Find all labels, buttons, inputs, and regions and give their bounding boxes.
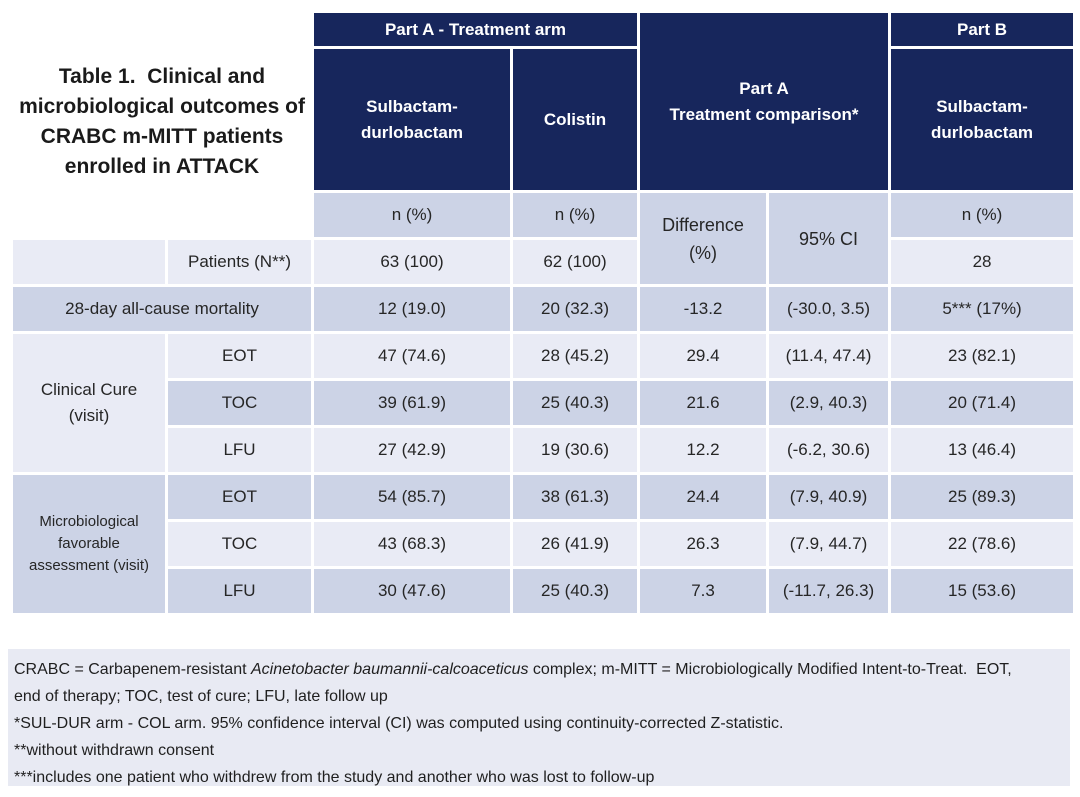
row-clinical-toc: TOC 39 (61.9) 25 (40.3) 21.6 (2.9, 40.3)… (12, 378, 1077, 428)
row-patients: Patients (N**) 63 (100) 62 (100) 28 (10, 237, 1077, 287)
subheader-n-pct-partb: n (%) (888, 190, 1077, 240)
outcomes-table: Table 1. Clinical and microbiological ou… (10, 10, 1077, 616)
cell-clinical-lfu-partb: 13 (46.4) (888, 425, 1077, 475)
cell-micro-toc-partb: 22 (78.6) (888, 519, 1077, 569)
header-row-2: Sulbactam- durlobactam Colistin Sulbacta… (12, 46, 1077, 193)
footnote-ci-method: *SUL-DUR arm - COL arm. 95% confidence i… (14, 715, 784, 732)
subheader-difference: Difference (%) (637, 190, 770, 287)
footnotes: CRABC = Carbapenem-resistant Acinetobact… (8, 649, 1070, 786)
cell-clinical-lfu-diff: 12.2 (637, 425, 770, 475)
cell-micro-toc-suldur: 43 (68.3) (311, 519, 513, 569)
cell-patients-spacer (10, 237, 168, 287)
col-header-colistin: Colistin (509, 46, 641, 193)
cell-micro-toc-visit: TOC (165, 519, 314, 569)
cell-patients-colistin: 62 (100) (509, 237, 641, 287)
cell-micro-lfu-suldur: 30 (47.6) (311, 566, 513, 616)
col-header-part-b: Part B (888, 10, 1077, 49)
cell-micro-eot-suldur: 54 (85.7) (311, 472, 513, 522)
subheader-row: n (%) n (%) Difference (%) 95% CI n (%) (10, 190, 1077, 287)
cell-micro-lfu-diff: 7.3 (637, 566, 770, 616)
row-mortality: 28-day all-cause mortality 12 (19.0) 20 … (10, 284, 1077, 334)
cell-mortality-label: 28-day all-cause mortality (10, 284, 314, 334)
cell-clinical-lfu-colistin: 19 (30.6) (509, 425, 641, 475)
cell-clinical-lfu-ci: (-6.2, 30.6) (766, 425, 892, 475)
cell-clinical-eot-colistin: 28 (45.2) (509, 331, 641, 381)
subheader-n-pct-colistin: n (%) (509, 190, 641, 240)
footnote-abbreviations: CRABC = Carbapenem-resistant Acinetobact… (14, 656, 1056, 683)
footnote-abbrev-italic: Acinetobacter baumannii-calcoaceticus (250, 661, 529, 678)
footnote-abbrev-pre: CRABC = Carbapenem-resistant (14, 661, 251, 678)
subheader-ci: 95% CI (766, 190, 892, 287)
cell-mortality-ci: (-30.0, 3.5) (766, 284, 892, 334)
cell-patients-partb: 28 (888, 237, 1077, 287)
table-title: Table 1. Clinical and microbiological ou… (19, 65, 305, 178)
cell-clinical-eot-partb: 23 (82.1) (888, 331, 1077, 381)
row-clinical-lfu: LFU 27 (42.9) 19 (30.6) 12.2 (-6.2, 30.6… (12, 425, 1077, 475)
cell-micro-eot-diff: 24.4 (637, 472, 770, 522)
cell-micro-toc-ci: (7.9, 44.7) (766, 519, 892, 569)
col-header-suldur: Sulbactam- durlobactam (311, 46, 513, 193)
cell-clinical-eot-diff: 29.4 (637, 331, 770, 381)
footnote-abbreviations-cont: end of therapy; TOC, test of cure; LFU, … (14, 688, 388, 705)
cell-micro-toc-colistin: 26 (41.9) (509, 519, 641, 569)
cell-mortality-colistin: 20 (32.3) (509, 284, 641, 334)
cell-micro-eot-visit: EOT (165, 472, 314, 522)
col-header-part-a-arm: Part A - Treatment arm (310, 10, 641, 49)
title-area: Table 1. Clinical and microbiological ou… (10, 10, 314, 193)
row-clinical-eot: Clinical Cure (visit) EOT 47 (74.6) 28 (… (10, 331, 1077, 475)
cell-mortality-suldur: 12 (19.0) (311, 284, 513, 334)
cell-micro-eot-partb: 25 (89.3) (888, 472, 1077, 522)
cell-patients-suldur: 63 (100) (311, 237, 513, 287)
cell-clinical-toc-visit: TOC (165, 378, 314, 428)
cell-clinical-lfu-suldur: 27 (42.9) (311, 425, 513, 475)
header-row-1: Table 1. Clinical and microbiological ou… (10, 10, 1077, 193)
cell-clinical-label: Clinical Cure (visit) (10, 331, 168, 475)
cell-clinical-toc-diff: 21.6 (637, 378, 770, 428)
row-micro-eot: Microbiological favorable assessment (vi… (10, 472, 1077, 616)
footnote-withdrawal: ***includes one patient who withdrew fro… (14, 769, 655, 786)
cell-patients-label: Patients (N**) (165, 237, 314, 287)
footnote-consent: **without withdrawn consent (14, 742, 215, 759)
cell-micro-eot-ci: (7.9, 40.9) (766, 472, 892, 522)
cell-clinical-lfu-visit: LFU (165, 425, 314, 475)
cell-clinical-toc-partb: 20 (71.4) (888, 378, 1077, 428)
cell-micro-lfu-ci: (-11.7, 26.3) (766, 566, 892, 616)
footnote-abbrev-post: complex; m-MITT = Microbiologically Modi… (528, 661, 1012, 678)
cell-mortality-diff: -13.2 (637, 284, 770, 334)
subheader-n-pct-suldur: n (%) (311, 190, 513, 240)
cell-clinical-toc-ci: (2.9, 40.3) (766, 378, 892, 428)
cell-micro-toc-diff: 26.3 (637, 519, 770, 569)
cell-clinical-toc-suldur: 39 (61.9) (311, 378, 513, 428)
cell-micro-label: Microbiological favorable assessment (vi… (10, 472, 168, 616)
cell-micro-lfu-colistin: 25 (40.3) (509, 566, 641, 616)
subheader-spacer (10, 190, 314, 240)
cell-micro-eot-colistin: 38 (61.3) (509, 472, 641, 522)
cell-clinical-toc-colistin: 25 (40.3) (509, 378, 641, 428)
row-micro-lfu: LFU 30 (47.6) 25 (40.3) 7.3 (-11.7, 26.3… (12, 566, 1077, 616)
cell-clinical-eot-visit: EOT (165, 331, 314, 381)
cell-micro-lfu-visit: LFU (165, 566, 314, 616)
cell-clinical-eot-suldur: 47 (74.6) (311, 331, 513, 381)
col-header-suldur-partb: Sulbactam- durlobactam (888, 46, 1077, 193)
cell-mortality-partb: 5*** (17%) (888, 284, 1077, 334)
cell-clinical-eot-ci: (11.4, 47.4) (766, 331, 892, 381)
cell-micro-lfu-partb: 15 (53.6) (888, 566, 1077, 616)
row-micro-toc: TOC 43 (68.3) 26 (41.9) 26.3 (7.9, 44.7)… (12, 519, 1077, 569)
col-header-part-a-comparison: Part A Treatment comparison* (637, 10, 892, 193)
